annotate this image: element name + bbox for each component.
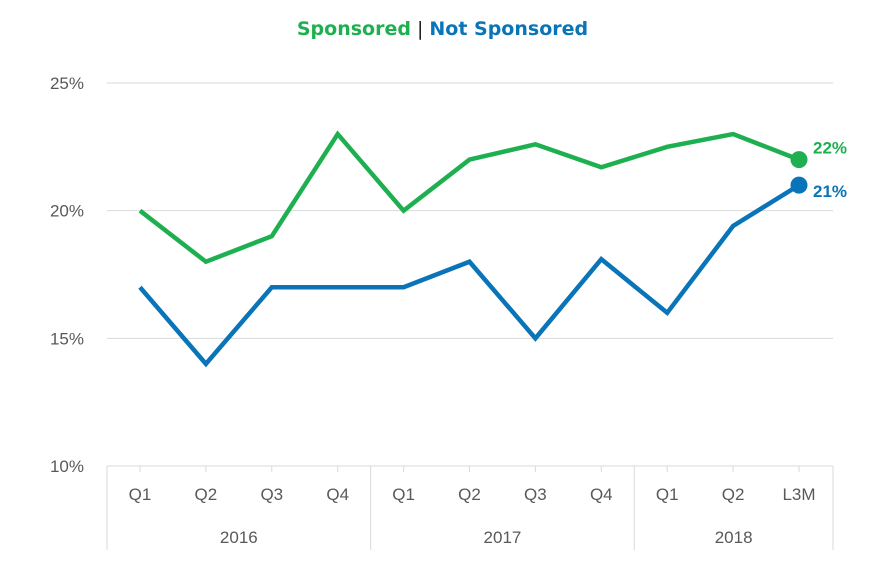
end-marker-sponsored: [790, 151, 808, 169]
series-line-not-sponsored: [138, 183, 801, 368]
x-tick-label: Q1: [656, 485, 679, 504]
legend-separator: |: [416, 18, 424, 40]
end-label-not-sponsored: 21%: [813, 182, 847, 201]
x-tick-label: Q1: [392, 485, 415, 504]
x-tick-label: L3M: [782, 485, 815, 504]
end-label-sponsored: 22%: [813, 139, 847, 158]
x-group-label: 2018: [715, 528, 753, 547]
series-line-sponsored: [138, 130, 800, 265]
y-tick-label: 10%: [50, 457, 84, 476]
x-tick-label: Q1: [129, 485, 152, 504]
x-tick-label: Q2: [722, 485, 745, 504]
x-tick-label: Q3: [524, 485, 547, 504]
x-tick-label: Q2: [195, 485, 218, 504]
y-tick-label: 15%: [50, 329, 84, 348]
end-marker-not-sponsored: [790, 176, 808, 194]
x-tick-label: Q4: [590, 485, 613, 504]
x-group-label: 2017: [484, 528, 522, 547]
x-tick-label: Q2: [458, 485, 481, 504]
y-tick-label: 20%: [50, 202, 84, 221]
legend: Sponsored | Not Sponsored: [0, 18, 885, 40]
x-tick-label: Q3: [260, 485, 283, 504]
legend-sponsored: Sponsored: [296, 18, 411, 40]
x-group-label: 2016: [220, 528, 258, 547]
y-tick-label: 25%: [50, 74, 84, 93]
x-tick-label: Q4: [326, 485, 349, 504]
legend-not-sponsored: Not Sponsored: [429, 18, 589, 40]
